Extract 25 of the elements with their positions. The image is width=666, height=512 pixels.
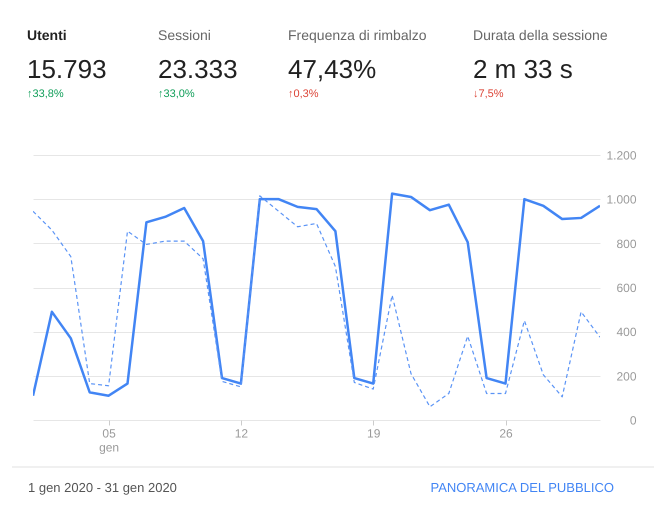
y-tick-label: 0 bbox=[630, 414, 637, 428]
text: PANORAMICA DEL PUBBLICO bbox=[430, 480, 614, 495]
text: Frequenza di rimbalzo bbox=[288, 27, 427, 43]
text: ↓7,5% bbox=[473, 88, 504, 100]
text: ↑33,0% bbox=[158, 88, 195, 100]
x-tick-label: 26 bbox=[499, 426, 513, 440]
text: Durata della sessione bbox=[473, 27, 608, 43]
text: 15.793 bbox=[27, 54, 107, 84]
text: ↑33,8% bbox=[27, 88, 64, 100]
x-tick-label: 05 gen bbox=[99, 426, 120, 454]
y-tick-label: 800 bbox=[616, 236, 637, 251]
text: 23.333 bbox=[158, 54, 238, 84]
x-tick-label: 19 bbox=[367, 426, 381, 440]
text: ↑0,3% bbox=[288, 88, 319, 100]
y-tick-label: 1.200 bbox=[606, 148, 637, 162]
text: Utenti bbox=[27, 27, 67, 43]
y-tick-label: 1.000 bbox=[606, 192, 637, 207]
x-tick-label: 12 bbox=[234, 426, 248, 440]
text: 2 m 33 s bbox=[473, 54, 573, 84]
y-tick-label: 200 bbox=[616, 369, 637, 384]
text: 47,43% bbox=[288, 54, 376, 84]
y-tick-label: 400 bbox=[616, 325, 637, 340]
y-tick-label: 600 bbox=[616, 281, 637, 295]
text: 1 gen 2020 - 31 gen 2020 bbox=[28, 480, 177, 495]
text: Sessioni bbox=[158, 27, 211, 43]
